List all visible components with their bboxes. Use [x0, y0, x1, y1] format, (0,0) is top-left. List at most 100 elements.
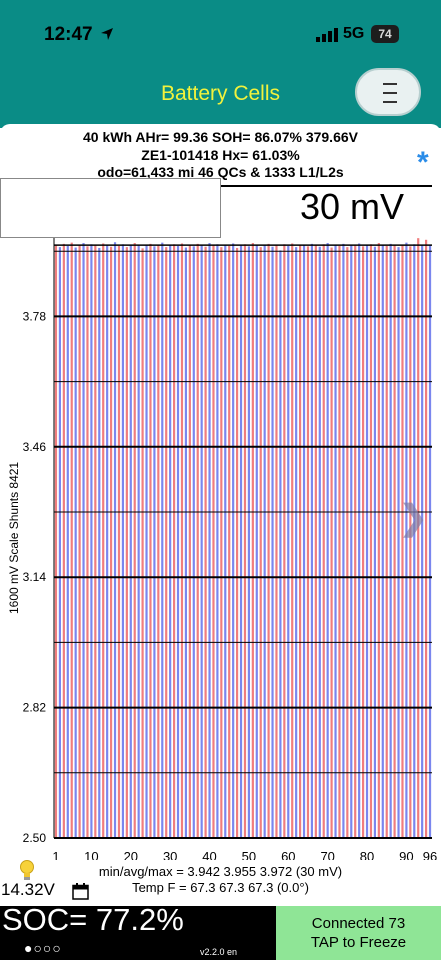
- lightbulb-icon[interactable]: [18, 859, 36, 881]
- cell-bar: [322, 244, 325, 838]
- temperature: Temp F = 67.3 67.3 67.3 (0.0°): [132, 880, 309, 895]
- cell-bar: [283, 244, 286, 838]
- cell-bar: [74, 247, 77, 838]
- cell-bar: [259, 247, 262, 838]
- cell-bar: [113, 242, 117, 839]
- cell-bar: [302, 244, 306, 838]
- cell-bar: [247, 246, 251, 838]
- cell-bar: [172, 244, 176, 838]
- summary-line-2: ZE1-101418 Hx= 61.03%: [141, 147, 300, 163]
- page-title: Battery Cells: [160, 82, 281, 105]
- scale-side-label: 1600 mV Scale Shunts 8421: [7, 461, 21, 614]
- cell-bar: [121, 244, 125, 838]
- scale-label: 30 mV: [300, 186, 405, 227]
- x-tick-label: 20: [124, 849, 138, 860]
- cell-bar: [421, 245, 424, 839]
- y-tick-label: 3.78: [23, 309, 47, 323]
- network-type: 5G: [343, 25, 365, 42]
- cell-bar: [102, 243, 105, 838]
- cell-bar: [310, 243, 314, 839]
- cell-bar: [125, 247, 128, 838]
- calendar-icon[interactable]: [72, 883, 89, 900]
- cell-bar: [149, 243, 152, 839]
- cell-bar: [381, 245, 384, 839]
- connection-status: Connected 73: [311, 915, 406, 932]
- cell-bar: [409, 246, 412, 838]
- cell-bar: [153, 246, 156, 838]
- cell-bar: [358, 243, 361, 838]
- cell-bar: [117, 245, 121, 838]
- soc-panel: [0, 906, 276, 960]
- x-tick-label: 50: [242, 849, 256, 860]
- y-tick-label: 2.50: [23, 831, 47, 845]
- cell-bar: [224, 244, 227, 838]
- cell-bar: [428, 244, 432, 838]
- cell-bar: [338, 245, 341, 838]
- cell-bar: [413, 244, 416, 838]
- cell-bar: [318, 246, 321, 839]
- x-tick-label: 60: [281, 849, 295, 860]
- cell-bar: [342, 243, 345, 839]
- x-tick-label: 1: [52, 849, 59, 860]
- cell-bar: [251, 243, 254, 839]
- battery-icon: 74: [371, 25, 399, 43]
- cell-bar: [235, 247, 239, 838]
- cell-bar: [208, 243, 211, 839]
- cell-bar: [109, 246, 113, 839]
- cell-bar: [298, 245, 302, 839]
- y-tick-label: 3.14: [23, 570, 47, 584]
- scale-box[interactable]: [0, 178, 221, 238]
- cell-bar: [271, 246, 274, 839]
- cell-bar: [424, 239, 428, 839]
- cell-bar: [70, 242, 73, 838]
- y-tick-label: 2.82: [23, 701, 47, 715]
- freeze-button[interactable]: Connected 73 TAP to Freeze: [276, 906, 441, 960]
- app-version: v2.2.0 en: [200, 947, 238, 957]
- chevron-right-icon[interactable]: ❯: [399, 499, 428, 537]
- cell-bar: [176, 245, 180, 838]
- cell-bar: [161, 242, 164, 838]
- cell-bar: [157, 245, 160, 839]
- cell-bar: [98, 247, 101, 838]
- page-dots[interactable]: ●○○○: [24, 940, 62, 956]
- x-tick-label: 40: [202, 849, 216, 860]
- cell-bar: [365, 245, 369, 839]
- cell-bar: [401, 245, 404, 839]
- cell-bar: [326, 243, 329, 839]
- cell-bar: [106, 244, 109, 838]
- cell-bar: [385, 245, 388, 838]
- x-tick-label: 70: [320, 849, 334, 860]
- cell-bar: [361, 246, 365, 838]
- menu-button[interactable]: [355, 68, 421, 116]
- menu-icon: [383, 83, 397, 85]
- cell-voltage-chart[interactable]: 4.103.783.463.142.822.501102030405060708…: [0, 0, 441, 860]
- cell-bar: [417, 238, 420, 838]
- summary-line-1: 40 kWh AHr= 99.36 SOH= 86.07% 379.66V: [83, 129, 358, 145]
- cell-bar: [228, 245, 231, 838]
- cell-bar: [220, 247, 223, 838]
- cell-bar: [389, 243, 392, 839]
- cell-bar: [330, 247, 333, 838]
- cell-bar: [184, 247, 188, 838]
- x-tick-label: 10: [84, 849, 98, 860]
- cell-bar: [397, 247, 400, 838]
- cell-bar: [369, 244, 373, 838]
- cell-bar: [58, 247, 62, 838]
- aux-voltage: 14.32V: [1, 880, 55, 899]
- cell-bar: [137, 245, 140, 839]
- cell-bar: [204, 246, 207, 839]
- signal-icon: [316, 28, 338, 42]
- cell-bar: [94, 245, 97, 839]
- cell-bar: [346, 247, 349, 838]
- x-tick-label: 96: [423, 849, 437, 860]
- star-icon[interactable]: *: [417, 146, 429, 179]
- cell-bar: [405, 242, 408, 838]
- cell-bar: [82, 243, 85, 839]
- cell-bar: [263, 244, 266, 838]
- location-arrow-icon: [101, 28, 113, 40]
- cell-bar: [255, 245, 258, 839]
- cell-bar: [196, 243, 199, 839]
- summary-line-3: odo=61,433 mi 46 QCs & 1333 L1/L2s: [97, 164, 344, 180]
- battery-level: 74: [378, 27, 392, 41]
- cell-bar: [291, 243, 294, 838]
